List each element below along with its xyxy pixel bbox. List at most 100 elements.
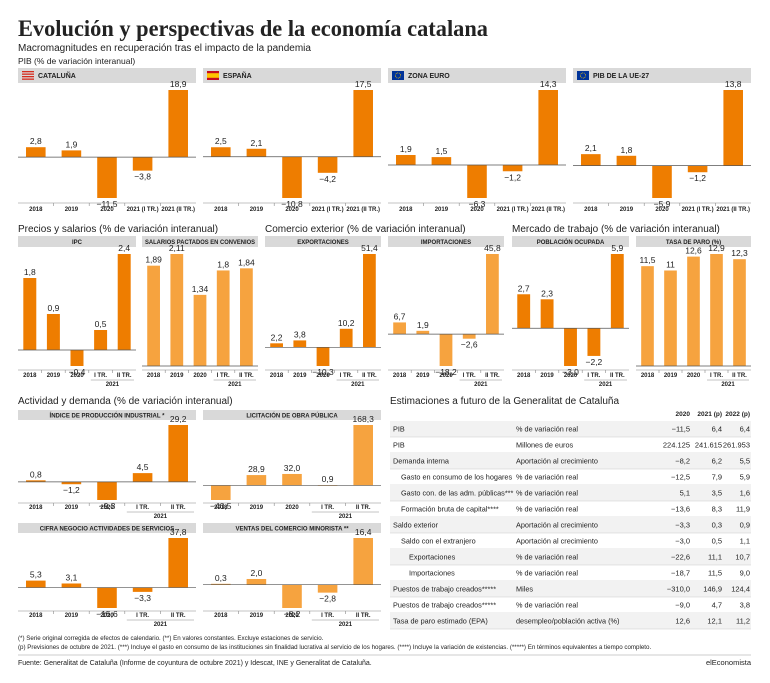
bar bbox=[687, 165, 708, 173]
value-label: 5,9 bbox=[611, 243, 623, 253]
chart-header bbox=[142, 236, 258, 247]
chart-title: SALARIOS PACTADOS EN CONVENIOS bbox=[145, 240, 255, 246]
value-label: 1,9 bbox=[417, 320, 429, 330]
cell: 0,5 bbox=[712, 537, 722, 546]
bar bbox=[193, 294, 207, 366]
value-label: 11 bbox=[666, 259, 675, 269]
value-label: 2,0 bbox=[250, 568, 262, 578]
bar bbox=[486, 254, 499, 335]
x-tick-label: II TR. bbox=[171, 505, 186, 511]
bar bbox=[97, 481, 117, 500]
row-label: Demanda interna bbox=[393, 457, 450, 466]
chart-header bbox=[203, 68, 381, 83]
cell: 12,6 bbox=[675, 617, 690, 626]
x-tick-label: 2021 (II TR.) bbox=[716, 207, 750, 213]
section-title: Mercado de trabajo (% de variación inter… bbox=[512, 224, 720, 235]
value-label: 0,5 bbox=[95, 319, 107, 329]
group-label: 2021 bbox=[474, 382, 488, 388]
x-tick-label: 2021 (II TR.) bbox=[346, 207, 380, 213]
value-label: −2,2 bbox=[586, 357, 603, 367]
cell: 146,9 bbox=[703, 585, 722, 594]
bar bbox=[147, 265, 160, 366]
bar bbox=[211, 583, 231, 585]
bar bbox=[170, 254, 184, 366]
x-tick-label: 2018 bbox=[399, 207, 413, 213]
chart-title: PIB DE LA UE-27 bbox=[593, 73, 649, 80]
flag bbox=[394, 72, 401, 79]
row-label: Exportaciones bbox=[409, 553, 456, 562]
x-tick-label: 2019 bbox=[620, 207, 634, 213]
x-tick-label: 2018 bbox=[641, 373, 655, 379]
cell: 0,3 bbox=[712, 521, 722, 530]
value-label: 16,4 bbox=[355, 527, 372, 537]
flag bbox=[580, 72, 587, 79]
row-band bbox=[390, 453, 751, 469]
x-tick-label: 2020 bbox=[100, 207, 114, 213]
value-label: −3,0 bbox=[562, 367, 579, 377]
row-label: Formación bruta de capital**** bbox=[401, 505, 499, 514]
section-title: Precios y salarios (% de variación inter… bbox=[18, 224, 218, 235]
value-label: −8,2 bbox=[284, 609, 301, 619]
value-label: 12,3 bbox=[731, 248, 748, 258]
value-label: −10,3 bbox=[312, 367, 334, 377]
value-label: −40,5 bbox=[210, 501, 232, 511]
value-label: 2,1 bbox=[250, 138, 262, 148]
cell: 11,5 bbox=[708, 569, 722, 578]
value-label: −1,2 bbox=[63, 485, 80, 495]
x-tick-label: 2019 bbox=[664, 373, 678, 379]
row-label: Importaciones bbox=[409, 569, 455, 578]
bar bbox=[26, 580, 46, 588]
group-label: 2021 bbox=[721, 382, 735, 388]
value-label: 12,9 bbox=[708, 243, 725, 253]
value-label: 1,9 bbox=[65, 139, 77, 149]
value-label: 1,84 bbox=[238, 257, 255, 267]
value-label: 2,4 bbox=[118, 243, 130, 253]
bar bbox=[97, 587, 117, 608]
bar bbox=[733, 259, 746, 366]
bar bbox=[641, 266, 654, 366]
x-tick-label: 2019 bbox=[47, 373, 61, 379]
bar bbox=[94, 330, 108, 350]
bar bbox=[282, 584, 302, 608]
cell: 11,2 bbox=[736, 617, 750, 626]
bar bbox=[246, 475, 267, 486]
value-label: −15,6 bbox=[96, 609, 118, 619]
bar bbox=[538, 90, 558, 165]
value-label: 2,8 bbox=[30, 136, 42, 146]
bar bbox=[664, 270, 677, 366]
x-tick-label: I TR. bbox=[136, 505, 149, 511]
cell: 4,7 bbox=[712, 601, 722, 610]
x-tick-label: 2021 (II TR.) bbox=[531, 207, 565, 213]
source: Fuente: Generalitat de Cataluña (Informe… bbox=[18, 660, 372, 667]
value-label: −11,5 bbox=[97, 199, 118, 209]
bar bbox=[26, 480, 46, 482]
value-label: 0,9 bbox=[322, 474, 334, 484]
bar bbox=[363, 254, 376, 348]
x-tick-label: 2020 bbox=[564, 373, 578, 379]
cell: −310,0 bbox=[667, 585, 690, 594]
x-tick-label: 2020 bbox=[439, 373, 453, 379]
group-label: 2021 bbox=[154, 622, 168, 628]
bar bbox=[23, 278, 37, 350]
x-tick-label: II TR. bbox=[117, 373, 132, 379]
x-tick-label: I TR. bbox=[321, 505, 334, 511]
value-label: 6,7 bbox=[394, 311, 406, 321]
group-label: 2021 bbox=[106, 382, 120, 388]
x-tick-label: 2021 (I TR.) bbox=[497, 207, 529, 213]
x-tick-label: II TR. bbox=[356, 505, 371, 511]
cell: −18,7 bbox=[671, 569, 690, 578]
x-tick-label: 2018 bbox=[214, 207, 228, 213]
row-label: Gasto en consumo de los hogares bbox=[401, 473, 512, 482]
value-label: −9,3 bbox=[99, 501, 116, 511]
chart-title: VENTAS DEL COMERCIO MINORISTA ** bbox=[235, 527, 349, 533]
row-unit: % de variación real bbox=[516, 505, 578, 514]
x-tick-label: II TR. bbox=[239, 373, 254, 379]
bar bbox=[211, 147, 231, 157]
x-tick-label: 2020 bbox=[316, 373, 330, 379]
row-label: Puestos de trabajo creados***** bbox=[393, 601, 496, 610]
row-unit: Millones de euros bbox=[516, 441, 574, 450]
value-label: 51,4 bbox=[361, 243, 378, 253]
value-label: 1,8 bbox=[620, 145, 632, 155]
cell: −9,0 bbox=[675, 601, 690, 610]
